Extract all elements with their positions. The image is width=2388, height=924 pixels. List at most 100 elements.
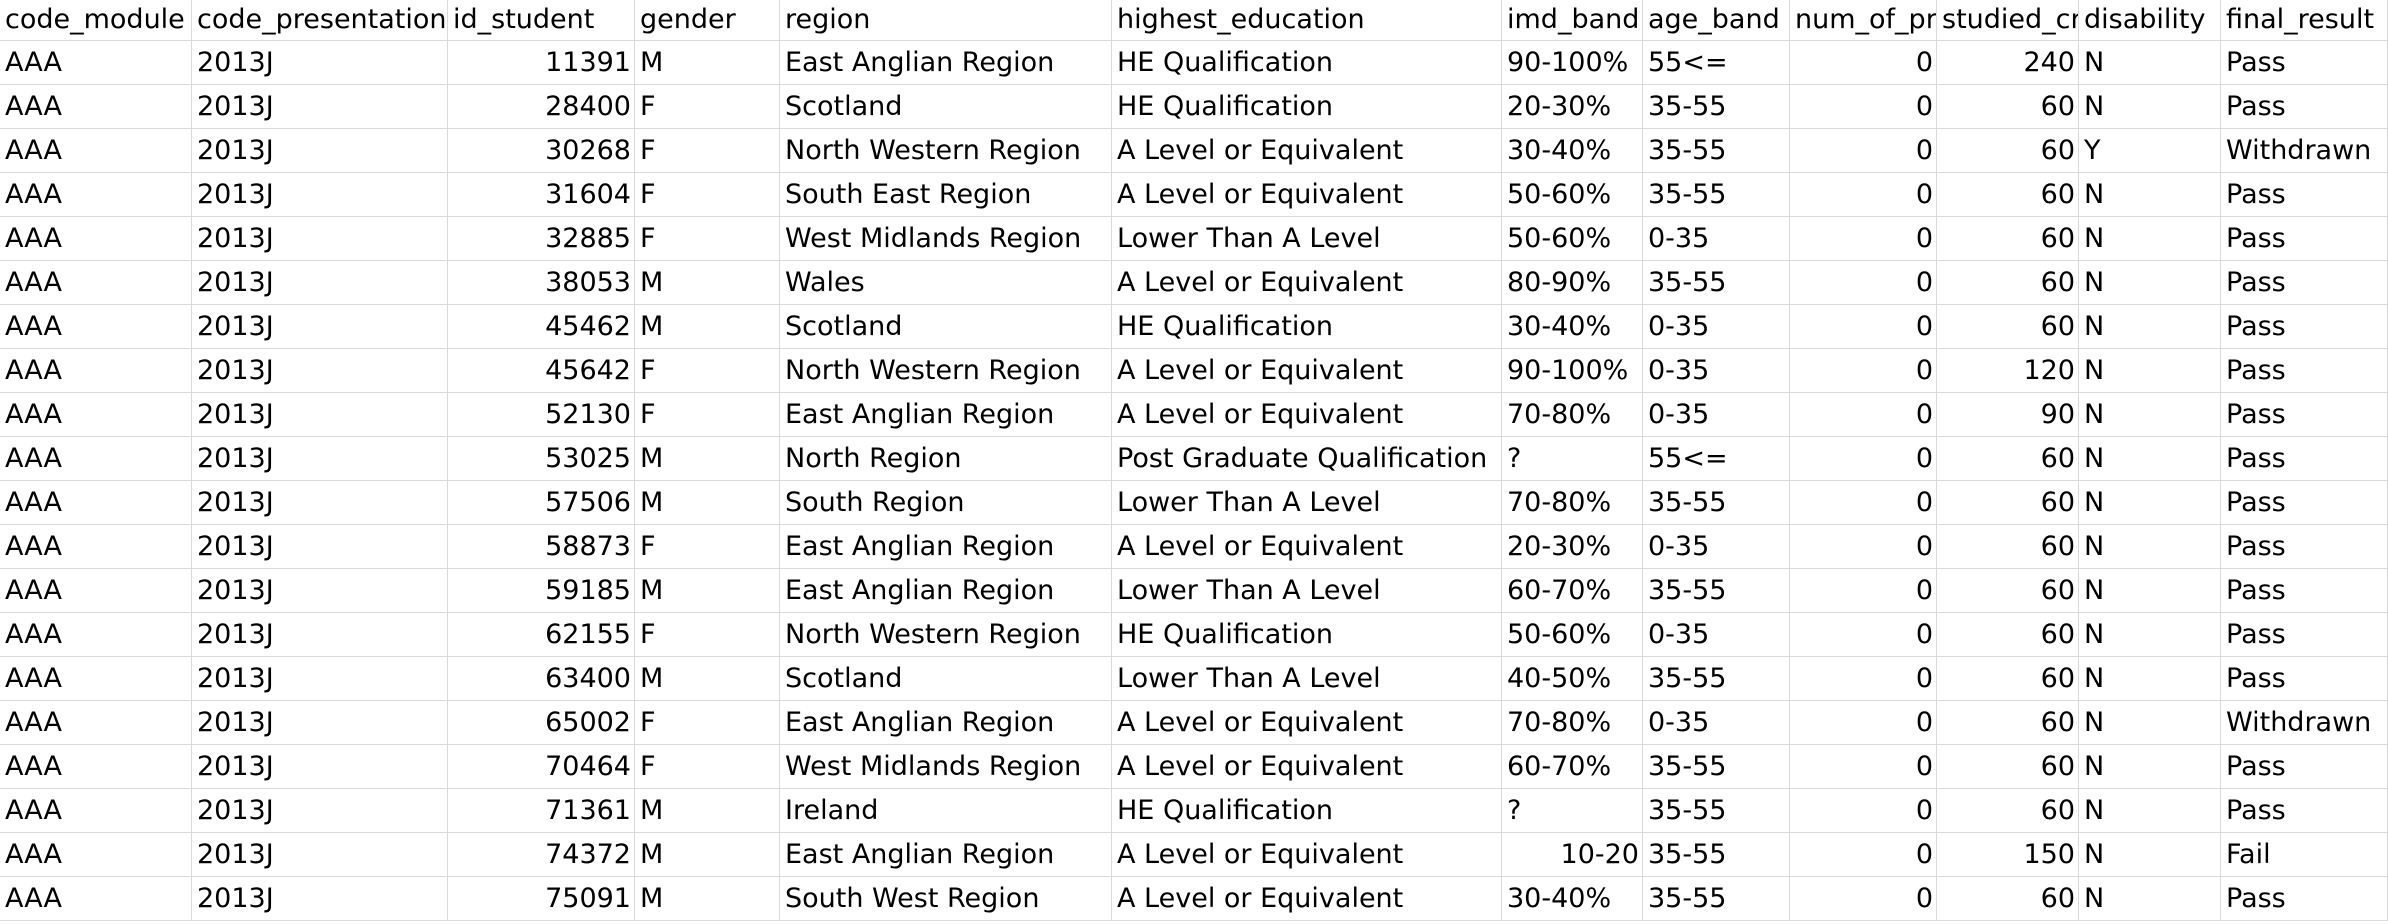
table-cell[interactable]: 0 (1790, 173, 1937, 217)
table-cell[interactable]: 55<= (1643, 41, 1790, 85)
table-cell[interactable]: East Anglian Region (780, 833, 1112, 877)
table-cell[interactable]: 60 (1937, 261, 2079, 305)
table-cell[interactable]: N (2079, 85, 2221, 129)
table-cell[interactable]: Pass (2221, 745, 2388, 789)
table-cell[interactable]: 2013J (192, 789, 448, 833)
header-cell[interactable]: code_presentation (192, 0, 448, 41)
table-cell[interactable]: Pass (2221, 877, 2388, 921)
table-cell[interactable]: A Level or Equivalent (1112, 745, 1502, 789)
table-cell[interactable]: 2013J (192, 261, 448, 305)
table-cell[interactable]: 30-40% (1502, 877, 1643, 921)
table-cell[interactable]: 0-35 (1643, 701, 1790, 745)
table-cell[interactable]: 0 (1790, 789, 1937, 833)
table-cell[interactable]: 30-40% (1502, 305, 1643, 349)
table-cell[interactable]: AAA (0, 613, 192, 657)
table-cell[interactable]: 0 (1790, 437, 1937, 481)
table-cell[interactable]: F (635, 217, 780, 261)
table-cell[interactable]: 2013J (192, 481, 448, 525)
table-cell[interactable]: Pass (2221, 481, 2388, 525)
table-cell[interactable]: HE Qualification (1112, 613, 1502, 657)
table-cell[interactable]: 60 (1937, 701, 2079, 745)
table-cell[interactable]: M (635, 569, 780, 613)
table-cell[interactable]: AAA (0, 745, 192, 789)
table-cell[interactable]: 35-55 (1643, 789, 1790, 833)
table-cell[interactable]: 50-60% (1502, 173, 1643, 217)
table-cell[interactable]: South Region (780, 481, 1112, 525)
table-cell[interactable]: East Anglian Region (780, 41, 1112, 85)
table-cell[interactable]: 0 (1790, 85, 1937, 129)
table-cell[interactable]: Y (2079, 129, 2221, 173)
table-cell[interactable]: 0-35 (1643, 525, 1790, 569)
table-cell[interactable]: 0-35 (1643, 305, 1790, 349)
table-cell[interactable]: North Western Region (780, 613, 1112, 657)
header-cell[interactable]: region (780, 0, 1112, 41)
table-cell[interactable]: 20-30% (1502, 85, 1643, 129)
table-cell[interactable]: 60 (1937, 85, 2079, 129)
table-cell[interactable]: 2013J (192, 437, 448, 481)
table-cell[interactable]: 45642 (448, 349, 635, 393)
table-cell[interactable]: 0 (1790, 569, 1937, 613)
table-cell[interactable]: Withdrawn (2221, 129, 2388, 173)
table-cell[interactable]: F (635, 173, 780, 217)
table-cell[interactable]: N (2079, 877, 2221, 921)
table-cell[interactable]: A Level or Equivalent (1112, 129, 1502, 173)
table-cell[interactable]: 120 (1937, 349, 2079, 393)
table-cell[interactable]: AAA (0, 657, 192, 701)
table-cell[interactable]: 2013J (192, 701, 448, 745)
table-cell[interactable]: N (2079, 789, 2221, 833)
table-cell[interactable]: 60 (1937, 877, 2079, 921)
table-cell[interactable]: 75091 (448, 877, 635, 921)
table-cell[interactable]: ? (1502, 437, 1643, 481)
table-cell[interactable]: 2013J (192, 833, 448, 877)
table-cell[interactable]: 90 (1937, 393, 2079, 437)
table-cell[interactable]: 20-30% (1502, 525, 1643, 569)
table-cell[interactable]: North Western Region (780, 349, 1112, 393)
table-cell[interactable]: N (2079, 437, 2221, 481)
table-cell[interactable]: F (635, 393, 780, 437)
table-cell[interactable]: F (635, 525, 780, 569)
table-cell[interactable]: 71361 (448, 789, 635, 833)
table-cell[interactable]: 0 (1790, 657, 1937, 701)
table-cell[interactable]: AAA (0, 525, 192, 569)
table-cell[interactable]: 240 (1937, 41, 2079, 85)
table-cell[interactable]: 0 (1790, 481, 1937, 525)
table-cell[interactable]: 60-70% (1502, 745, 1643, 789)
table-cell[interactable]: AAA (0, 393, 192, 437)
table-cell[interactable]: 70-80% (1502, 701, 1643, 745)
table-cell[interactable]: Pass (2221, 349, 2388, 393)
table-cell[interactable]: 0 (1790, 305, 1937, 349)
table-cell[interactable]: 0 (1790, 129, 1937, 173)
table-cell[interactable]: 2013J (192, 41, 448, 85)
table-cell[interactable]: 60 (1937, 569, 2079, 613)
table-cell[interactable]: N (2079, 481, 2221, 525)
table-cell[interactable]: 35-55 (1643, 833, 1790, 877)
table-cell[interactable]: 62155 (448, 613, 635, 657)
table-cell[interactable]: 2013J (192, 349, 448, 393)
table-cell[interactable]: 60 (1937, 217, 2079, 261)
table-cell[interactable]: ? (1502, 789, 1643, 833)
table-cell[interactable]: 58873 (448, 525, 635, 569)
table-cell[interactable]: 50-60% (1502, 613, 1643, 657)
table-cell[interactable]: N (2079, 217, 2221, 261)
table-cell[interactable]: 35-55 (1643, 657, 1790, 701)
table-cell[interactable]: A Level or Equivalent (1112, 393, 1502, 437)
table-cell[interactable]: 63400 (448, 657, 635, 701)
table-cell[interactable]: HE Qualification (1112, 305, 1502, 349)
table-cell[interactable]: A Level or Equivalent (1112, 877, 1502, 921)
table-cell[interactable]: 70464 (448, 745, 635, 789)
table-cell[interactable]: Withdrawn (2221, 701, 2388, 745)
table-cell[interactable]: 60 (1937, 789, 2079, 833)
table-cell[interactable]: M (635, 657, 780, 701)
table-cell[interactable]: 2013J (192, 393, 448, 437)
table-cell[interactable]: A Level or Equivalent (1112, 701, 1502, 745)
table-cell[interactable]: 53025 (448, 437, 635, 481)
table-cell[interactable]: 60 (1937, 173, 2079, 217)
table-cell[interactable]: 38053 (448, 261, 635, 305)
table-cell[interactable]: North Region (780, 437, 1112, 481)
table-cell[interactable]: Scotland (780, 85, 1112, 129)
table-cell[interactable]: 59185 (448, 569, 635, 613)
table-cell[interactable]: 0 (1790, 877, 1937, 921)
table-cell[interactable]: AAA (0, 349, 192, 393)
table-cell[interactable]: Pass (2221, 173, 2388, 217)
table-cell[interactable]: M (635, 789, 780, 833)
